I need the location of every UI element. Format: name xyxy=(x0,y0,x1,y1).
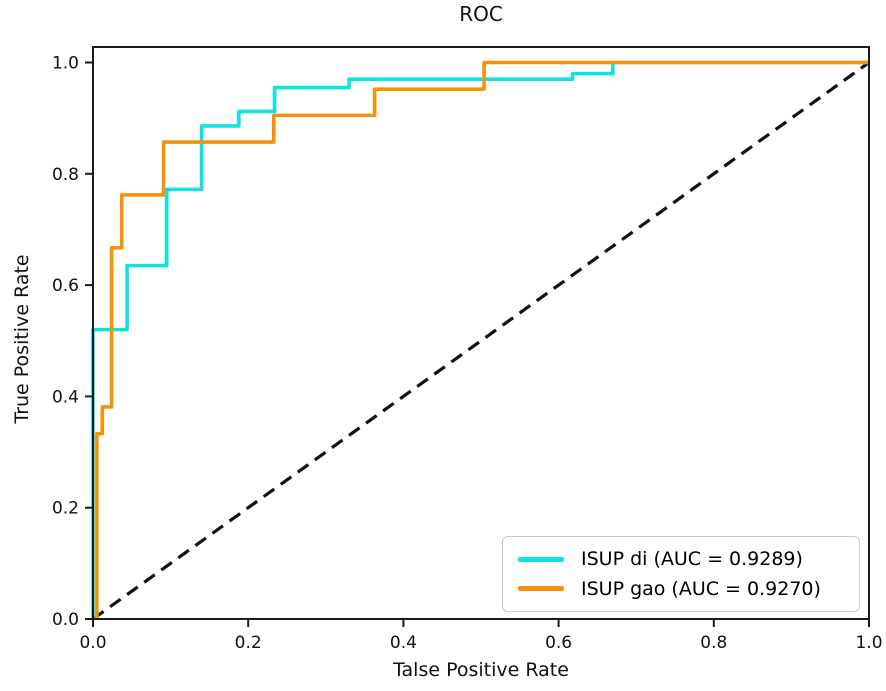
y-tick-label: 1.0 xyxy=(52,54,79,74)
roc-curve-isup-gao xyxy=(95,60,869,619)
roc-curve-isup-di xyxy=(91,60,869,619)
legend-line-sample-isup-di xyxy=(518,557,564,562)
plot-border xyxy=(92,46,870,620)
y-tick-label: 0.4 xyxy=(52,387,79,407)
y-tick-label: 0.6 xyxy=(52,276,79,296)
x-axis-label: Talse Positive Rate xyxy=(393,659,569,681)
y-tick-label: 0.2 xyxy=(52,499,79,519)
legend-label-isup-gao: ISUP gao (AUC = 0.9270) xyxy=(581,577,821,600)
legend-label-isup-di: ISUP di (AUC = 0.9289) xyxy=(581,548,803,571)
y-axis-label: True Positive Rate xyxy=(11,254,33,424)
legend-line-sample-isup-gao xyxy=(518,586,564,591)
y-tick-label: 0.8 xyxy=(52,165,79,185)
x-tick-label: 0.0 xyxy=(79,633,106,653)
chart-title: ROC xyxy=(459,2,503,26)
x-tick-label: 0.4 xyxy=(390,633,417,653)
y-tick-label: 0.0 xyxy=(52,610,79,630)
x-tick-label: 1.0 xyxy=(855,633,882,653)
legend-item-isup-gao: ISUP gao (AUC = 0.9270) xyxy=(503,578,859,600)
x-tick-label: 0.2 xyxy=(235,633,262,653)
legend: ISUP di (AUC = 0.9289) ISUP gao (AUC = 0… xyxy=(502,536,860,612)
x-tick-label: 0.8 xyxy=(700,633,727,653)
legend-item-isup-di: ISUP di (AUC = 0.9289) xyxy=(503,548,859,570)
x-tick-label: 0.6 xyxy=(545,633,572,653)
chance-diagonal-line xyxy=(92,61,870,621)
